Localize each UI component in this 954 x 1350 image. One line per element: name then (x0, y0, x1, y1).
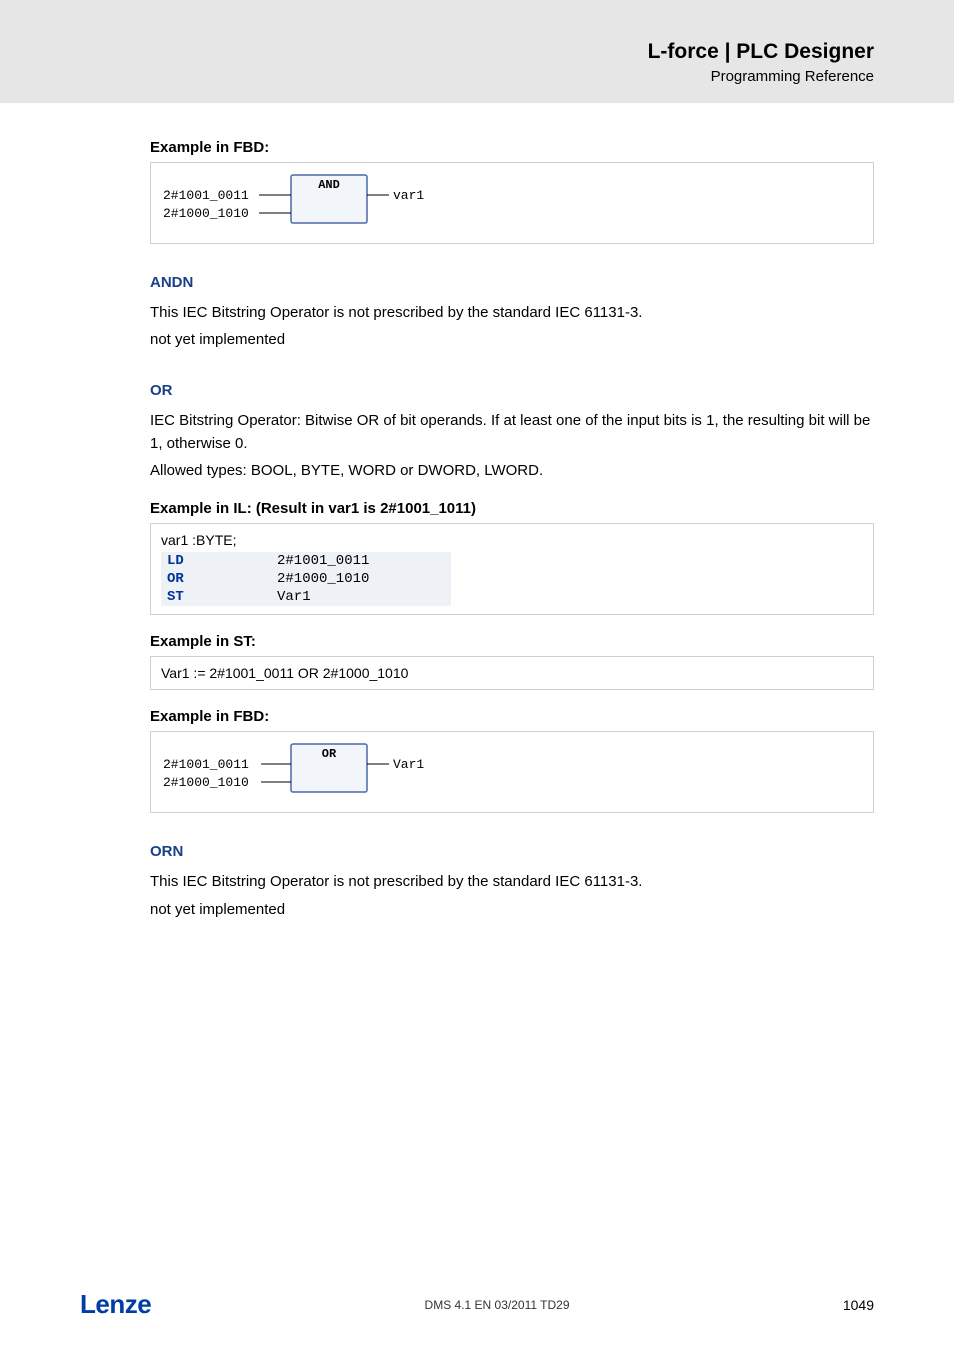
or-var-decl: var1 :BYTE; (161, 532, 863, 548)
or-block-label: OR (322, 747, 337, 761)
il-op: ST (161, 588, 271, 606)
or-il-label: Example in IL: (Result in var1 is 2#1001… (150, 500, 874, 517)
fbd1-label: Example in FBD: (150, 139, 874, 156)
or-st-label: Example in ST: (150, 633, 874, 650)
or-fbd-box: OR 2#1001_0011 2#1000_1010 Var1 (150, 731, 874, 813)
footer: Lenze DMS 4.1 EN 03/2011 TD29 1049 (0, 1289, 954, 1320)
il-arg: Var1 (271, 588, 451, 606)
il-arg: 2#1000_1010 (271, 570, 451, 588)
and-out-text: var1 (393, 188, 424, 203)
or-in2-text: 2#1000_1010 (163, 775, 249, 790)
or-out-text: Var1 (393, 757, 424, 772)
header-title: L-force | PLC Designer (0, 40, 874, 64)
il-row: LD 2#1001_0011 (161, 552, 451, 570)
orn-p1: This IEC Bitstring Operator is not presc… (150, 870, 874, 893)
or-il-box: var1 :BYTE; LD 2#1001_0011 OR 2#1000_101… (150, 523, 874, 615)
orn-heading: ORN (150, 843, 874, 860)
header: L-force | PLC Designer Programming Refer… (0, 0, 954, 103)
and-in2-text: 2#1000_1010 (163, 206, 249, 221)
and-in1-text: 2#1001_0011 (163, 188, 249, 203)
footer-page: 1049 (843, 1297, 874, 1313)
and-block-label: AND (318, 178, 340, 192)
or-fbd-diagram: OR 2#1001_0011 2#1000_1010 Var1 (161, 742, 641, 802)
or-il-table: LD 2#1001_0011 OR 2#1000_1010 ST Var1 (161, 552, 451, 606)
il-op: OR (161, 570, 271, 588)
fbd1-diagram: AND 2#1001_0011 2#1000_1010 var1 (161, 173, 641, 233)
il-row: ST Var1 (161, 588, 451, 606)
logo: Lenze (80, 1289, 151, 1320)
orn-p2: not yet implemented (150, 898, 874, 921)
fbd1-box: AND 2#1001_0011 2#1000_1010 var1 (150, 162, 874, 244)
or-heading: OR (150, 382, 874, 399)
or-fbd-label: Example in FBD: (150, 708, 874, 725)
andn-p2: not yet implemented (150, 328, 874, 351)
andn-p1: This IEC Bitstring Operator is not presc… (150, 301, 874, 324)
or-p1: IEC Bitstring Operator: Bitwise OR of bi… (150, 409, 874, 456)
or-st-box: Var1 := 2#1001_0011 OR 2#1000_1010 (150, 656, 874, 690)
page: L-force | PLC Designer Programming Refer… (0, 0, 954, 1350)
footer-center: DMS 4.1 EN 03/2011 TD29 (151, 1298, 843, 1312)
or-in1-text: 2#1001_0011 (163, 757, 249, 772)
header-subtitle: Programming Reference (0, 68, 874, 85)
or-p2: Allowed types: BOOL, BYTE, WORD or DWORD… (150, 459, 874, 482)
il-arg: 2#1001_0011 (271, 552, 451, 570)
or-st-code: Var1 := 2#1001_0011 OR 2#1000_1010 (161, 665, 408, 681)
content: Example in FBD: AND 2#1001_0011 2#1000_1… (0, 103, 954, 921)
il-op: LD (161, 552, 271, 570)
il-row: OR 2#1000_1010 (161, 570, 451, 588)
andn-heading: ANDN (150, 274, 874, 291)
